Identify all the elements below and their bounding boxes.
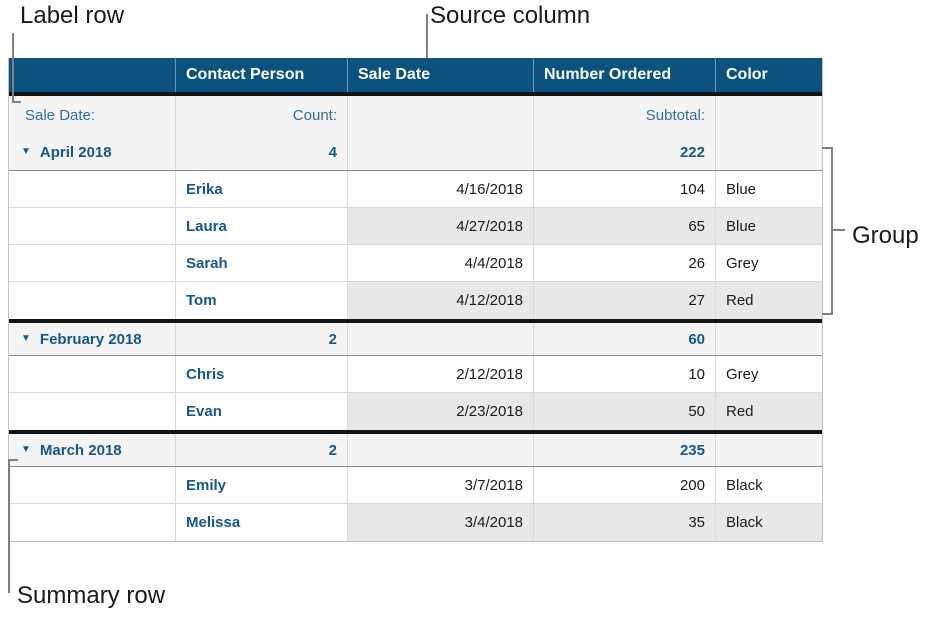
cell-empty[interactable] — [347, 134, 533, 170]
label-cell-empty[interactable] — [715, 96, 822, 134]
summary-row-march: ▼ March 2018 2 235 — [9, 430, 822, 467]
cell-sale-date[interactable]: 4/16/2018 — [347, 171, 533, 207]
cell-empty[interactable] — [9, 245, 175, 281]
group-name-cell[interactable]: ▼ February 2018 — [9, 323, 175, 355]
cell-empty[interactable] — [715, 134, 822, 170]
cell-sale-date[interactable]: 2/23/2018 — [347, 393, 533, 430]
table-row: Laura 4/27/2018 65 Blue — [9, 208, 822, 245]
cell-number-ordered[interactable]: 27 — [533, 282, 715, 319]
cell-empty[interactable] — [715, 434, 822, 466]
summary-row-february: ▼ February 2018 2 60 — [9, 319, 822, 356]
disclosure-triangle-icon[interactable]: ▼ — [21, 333, 31, 344]
group-count-cell[interactable]: 2 — [175, 434, 347, 466]
group-subtotal-cell[interactable]: 60 — [533, 323, 715, 355]
cell-person[interactable]: Laura — [175, 208, 347, 244]
cell-person[interactable]: Chris — [175, 356, 347, 392]
cell-number-ordered[interactable]: 104 — [533, 171, 715, 207]
header-cell-number-ordered[interactable]: Number Ordered — [533, 58, 715, 92]
cell-person[interactable]: Evan — [175, 393, 347, 430]
header-cell-sale-date[interactable]: Sale Date — [347, 58, 533, 92]
group-bracket-tick — [833, 229, 845, 231]
header-cell-group[interactable] — [9, 58, 175, 92]
table-row: Tom 4/12/2018 27 Red — [9, 282, 822, 319]
cell-empty[interactable] — [9, 504, 175, 541]
group-name: April 2018 — [39, 143, 112, 161]
label-row-connector-line — [12, 33, 21, 103]
cell-person[interactable]: Sarah — [175, 245, 347, 281]
cell-number-ordered[interactable]: 26 — [533, 245, 715, 281]
group-bracket — [822, 147, 833, 315]
cell-color[interactable]: Blue — [715, 171, 822, 207]
table-row: Evan 2/23/2018 50 Red — [9, 393, 822, 430]
cell-person[interactable]: Erika — [175, 171, 347, 207]
summary-row-april: ▼ April 2018 4 222 — [9, 134, 822, 171]
cell-sale-date[interactable]: 3/4/2018 — [347, 504, 533, 541]
cell-sale-date[interactable]: 4/12/2018 — [347, 282, 533, 319]
cell-number-ordered[interactable]: 50 — [533, 393, 715, 430]
cell-sale-date[interactable]: 2/12/2018 — [347, 356, 533, 392]
cell-color[interactable]: Grey — [715, 245, 822, 281]
cell-sale-date[interactable]: 4/4/2018 — [347, 245, 533, 281]
table-row: Erika 4/16/2018 104 Blue — [9, 171, 822, 208]
group-count-cell[interactable]: 2 — [175, 323, 347, 355]
header-cell-color[interactable]: Color — [715, 58, 822, 92]
header-row: Contact Person Sale Date Number Ordered … — [9, 58, 822, 96]
cell-empty[interactable] — [715, 323, 822, 355]
cell-empty[interactable] — [9, 356, 175, 392]
cell-color[interactable]: Blue — [715, 208, 822, 244]
table-row: Sarah 4/4/2018 26 Grey — [9, 245, 822, 282]
cell-color[interactable]: Grey — [715, 356, 822, 392]
label-cell-count[interactable]: Count: — [175, 96, 347, 134]
group-subtotal-cell[interactable]: 222 — [533, 134, 715, 170]
table-row: Chris 2/12/2018 10 Grey — [9, 356, 822, 393]
cell-empty[interactable] — [9, 282, 175, 319]
cell-empty[interactable] — [347, 323, 533, 355]
label-row-annotation: Label row — [20, 2, 125, 29]
cell-empty[interactable] — [9, 208, 175, 244]
group-count-cell[interactable]: 4 — [175, 134, 347, 170]
summary-row-connector-line — [8, 459, 18, 593]
cell-number-ordered[interactable]: 10 — [533, 356, 715, 392]
table-row: Melissa 3/4/2018 35 Black — [9, 504, 822, 541]
cell-color[interactable]: Black — [715, 467, 822, 503]
cell-sale-date[interactable]: 4/27/2018 — [347, 208, 533, 244]
source-column-annotation: Source column — [430, 2, 591, 29]
group-annotation: Group — [852, 222, 919, 249]
cell-person[interactable]: Emily — [175, 467, 347, 503]
categorized-table: Contact Person Sale Date Number Ordered … — [8, 58, 823, 542]
cell-number-ordered[interactable]: 35 — [533, 504, 715, 541]
disclosure-triangle-icon[interactable]: ▼ — [21, 146, 31, 157]
cell-color[interactable]: Black — [715, 504, 822, 541]
cell-color[interactable]: Red — [715, 282, 822, 319]
group-name-cell[interactable]: ▼ April 2018 — [9, 134, 175, 170]
group-name: March 2018 — [39, 441, 122, 459]
disclosure-triangle-icon[interactable]: ▼ — [21, 444, 31, 455]
group-name: February 2018 — [39, 330, 142, 348]
header-cell-contact-person[interactable]: Contact Person — [175, 58, 347, 92]
cell-person[interactable]: Tom — [175, 282, 347, 319]
cell-number-ordered[interactable]: 200 — [533, 467, 715, 503]
label-cell-empty[interactable] — [347, 96, 533, 134]
cell-empty[interactable] — [9, 393, 175, 430]
cell-number-ordered[interactable]: 65 — [533, 208, 715, 244]
label-row: Sale Date: Count: Subtotal: — [9, 96, 822, 134]
label-cell-subtotal[interactable]: Subtotal: — [533, 96, 715, 134]
cell-color[interactable]: Red — [715, 393, 822, 430]
cell-sale-date[interactable]: 3/7/2018 — [347, 467, 533, 503]
cell-empty[interactable] — [9, 467, 175, 503]
cell-empty[interactable] — [347, 434, 533, 466]
source-column-connector-line — [426, 14, 428, 58]
group-subtotal-cell[interactable]: 235 — [533, 434, 715, 466]
label-cell-category[interactable]: Sale Date: — [25, 106, 96, 124]
summary-row-annotation: Summary row — [17, 582, 166, 609]
group-name-cell[interactable]: ▼ March 2018 — [9, 434, 175, 466]
cell-empty[interactable] — [9, 171, 175, 207]
cell-person[interactable]: Melissa — [175, 504, 347, 541]
table-row: Emily 3/7/2018 200 Black — [9, 467, 822, 504]
